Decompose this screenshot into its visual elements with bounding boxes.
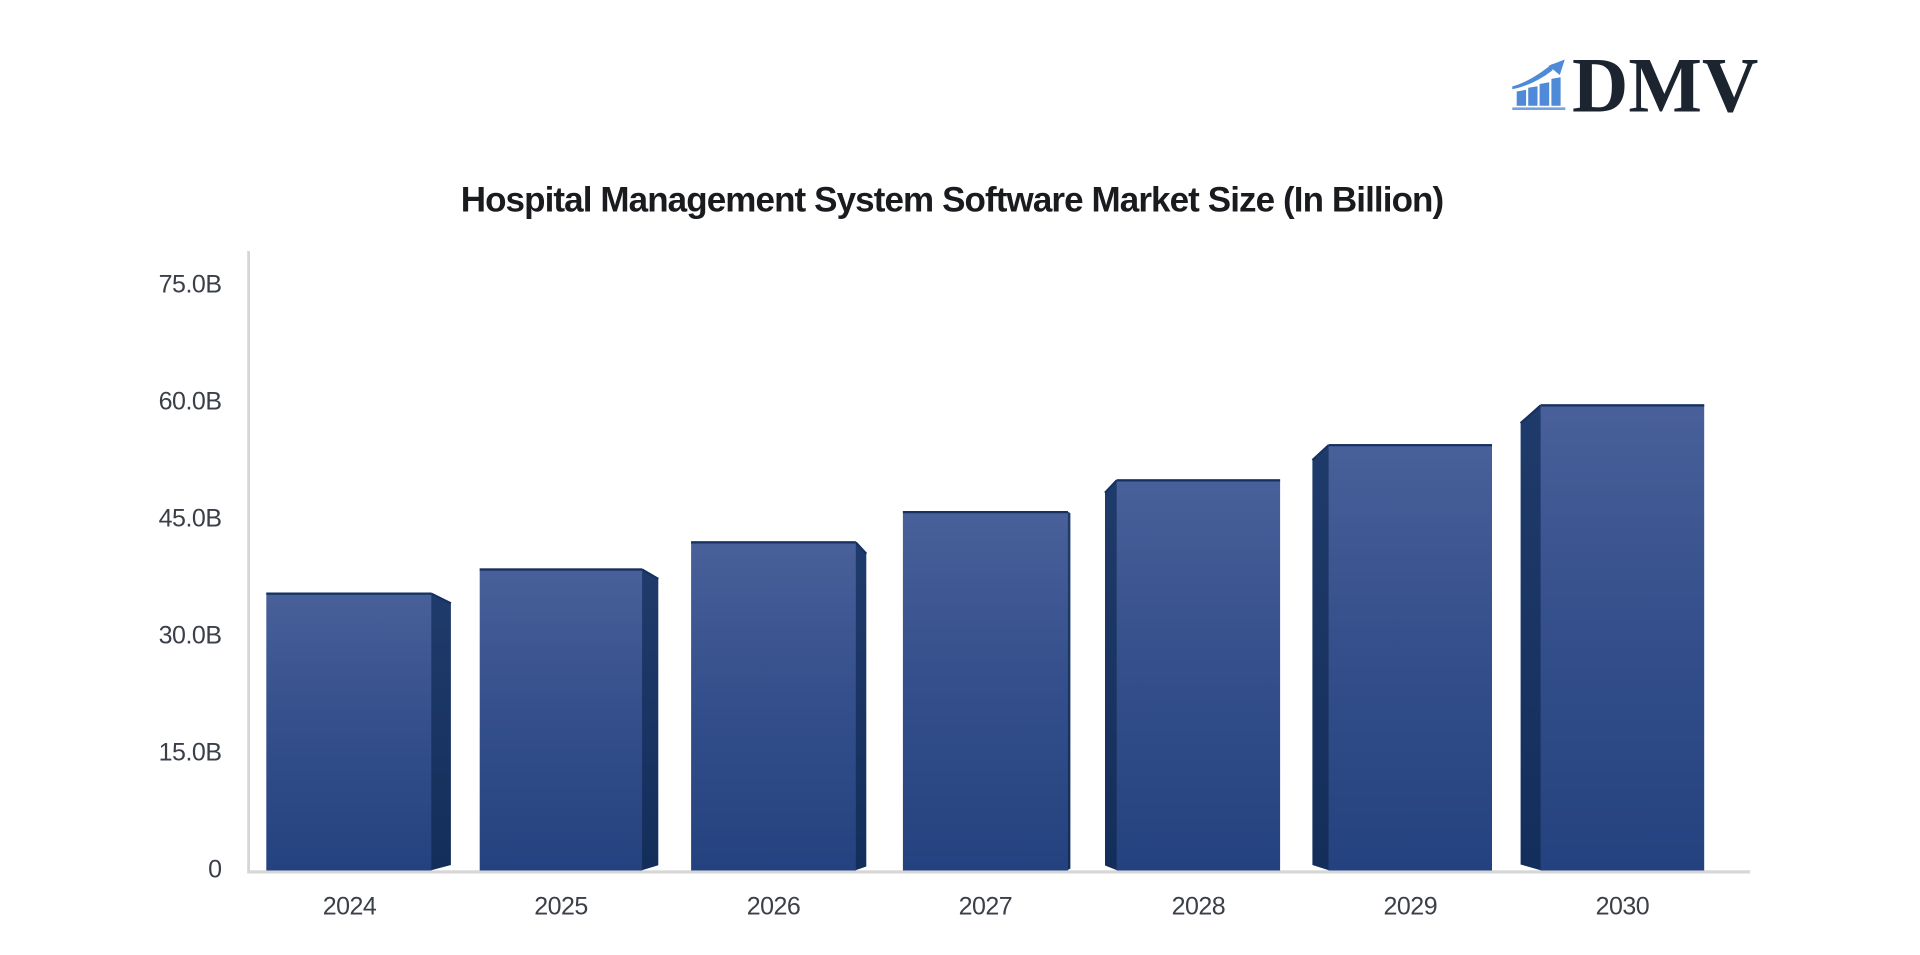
svg-text:2025: 2025 (534, 893, 588, 921)
svg-text:2030: 2030 (1596, 893, 1650, 921)
svg-text:Hospital Management System Sof: Hospital Management System Software Mark… (461, 181, 1444, 220)
svg-text:2028: 2028 (1172, 893, 1226, 921)
svg-text:0: 0 (208, 856, 221, 884)
svg-text:2027: 2027 (959, 893, 1013, 921)
svg-text:2026: 2026 (747, 893, 801, 921)
svg-text:DMV: DMV (1572, 41, 1758, 128)
svg-text:60.0B: 60.0B (159, 388, 222, 416)
svg-text:45.0B: 45.0B (159, 505, 222, 533)
svg-text:30.0B: 30.0B (159, 622, 222, 650)
svg-text:75.0B: 75.0B (159, 271, 222, 299)
svg-text:2029: 2029 (1383, 893, 1437, 921)
svg-text:15.0B: 15.0B (159, 739, 222, 767)
svg-text:2024: 2024 (323, 893, 377, 921)
